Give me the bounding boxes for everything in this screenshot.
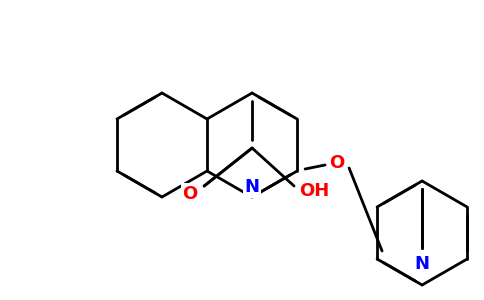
Text: O: O [330,154,345,172]
Text: N: N [415,255,430,273]
Text: O: O [182,185,197,203]
Text: N: N [244,178,259,196]
Text: OH: OH [299,182,329,200]
